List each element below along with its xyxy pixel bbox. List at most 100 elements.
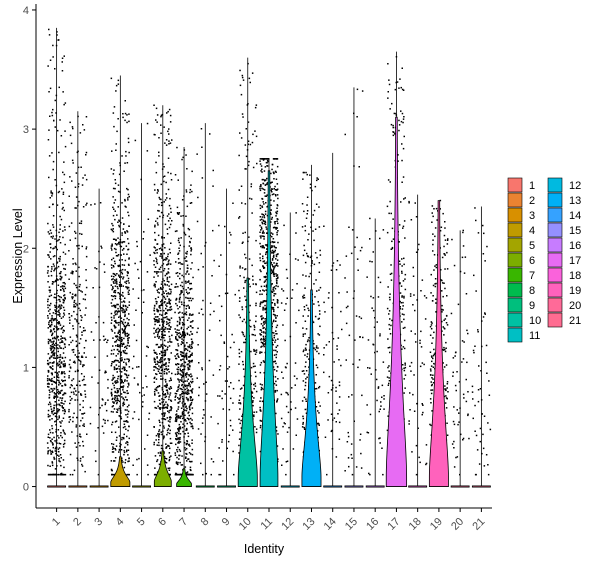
data-point bbox=[266, 165, 268, 167]
data-point bbox=[121, 217, 124, 219]
data-point bbox=[163, 364, 165, 366]
data-point bbox=[163, 296, 166, 299]
data-point bbox=[264, 184, 267, 186]
data-point bbox=[177, 213, 180, 215]
data-point bbox=[249, 197, 251, 200]
data-point bbox=[48, 233, 51, 235]
data-point bbox=[230, 382, 232, 384]
data-point bbox=[112, 397, 114, 400]
data-point bbox=[118, 219, 120, 221]
data-point bbox=[403, 369, 406, 372]
data-point bbox=[110, 349, 113, 352]
data-point bbox=[181, 290, 183, 292]
data-point bbox=[255, 339, 257, 342]
data-point bbox=[301, 370, 304, 372]
data-point bbox=[57, 328, 60, 330]
data-point bbox=[54, 357, 56, 359]
data-point bbox=[158, 268, 161, 270]
data-point bbox=[111, 319, 113, 321]
data-point bbox=[164, 247, 166, 249]
data-point bbox=[305, 343, 307, 346]
data-point bbox=[165, 362, 167, 364]
data-point bbox=[76, 457, 78, 459]
data-point bbox=[175, 395, 177, 397]
data-point bbox=[190, 373, 192, 375]
data-point bbox=[160, 309, 162, 312]
data-point bbox=[181, 370, 183, 372]
data-point bbox=[186, 333, 189, 336]
data-point bbox=[118, 224, 120, 227]
data-point bbox=[103, 339, 105, 341]
data-point bbox=[259, 426, 262, 429]
data-point bbox=[49, 320, 51, 322]
data-point bbox=[177, 429, 180, 431]
data-point bbox=[142, 301, 145, 303]
data-point bbox=[123, 367, 125, 370]
data-point bbox=[113, 376, 116, 379]
data-point bbox=[128, 264, 130, 266]
data-point bbox=[308, 337, 310, 339]
data-point bbox=[57, 473, 60, 476]
data-point bbox=[182, 339, 185, 341]
data-point bbox=[275, 384, 278, 386]
data-point bbox=[184, 348, 187, 350]
data-point bbox=[71, 379, 73, 382]
data-point bbox=[56, 204, 59, 206]
data-point bbox=[185, 391, 187, 393]
data-point bbox=[124, 198, 126, 201]
data-point bbox=[126, 121, 128, 124]
data-point bbox=[270, 213, 272, 215]
data-point bbox=[162, 329, 165, 332]
data-point bbox=[51, 193, 54, 195]
data-point bbox=[242, 333, 245, 336]
data-point bbox=[122, 285, 124, 287]
data-point bbox=[59, 341, 61, 344]
data-point bbox=[281, 288, 283, 290]
data-point bbox=[159, 424, 161, 427]
data-point bbox=[154, 376, 156, 379]
data-point bbox=[75, 345, 78, 348]
data-point bbox=[396, 81, 399, 83]
data-point bbox=[62, 301, 65, 304]
data-point bbox=[60, 271, 62, 273]
data-point bbox=[58, 309, 60, 312]
data-point bbox=[154, 316, 157, 318]
data-point bbox=[121, 385, 123, 388]
data-point bbox=[120, 354, 122, 356]
data-point bbox=[303, 396, 306, 399]
data-point bbox=[261, 213, 263, 215]
data-point bbox=[69, 366, 72, 368]
data-point bbox=[136, 245, 138, 248]
data-point bbox=[184, 349, 186, 351]
data-point bbox=[47, 416, 50, 418]
data-point bbox=[187, 458, 190, 460]
data-point bbox=[85, 116, 88, 118]
data-point bbox=[186, 440, 188, 442]
data-point bbox=[404, 362, 406, 364]
data-point bbox=[127, 197, 129, 199]
data-point bbox=[113, 260, 116, 263]
data-point bbox=[286, 392, 289, 394]
data-point bbox=[404, 364, 406, 366]
data-point bbox=[163, 370, 166, 373]
data-point bbox=[125, 450, 128, 453]
data-point bbox=[314, 296, 316, 298]
data-point bbox=[388, 296, 391, 299]
data-point bbox=[158, 365, 160, 367]
data-point bbox=[111, 395, 113, 397]
data-point bbox=[115, 439, 118, 441]
data-point bbox=[381, 384, 384, 387]
data-point bbox=[314, 388, 316, 390]
data-point bbox=[167, 157, 170, 159]
data-point bbox=[155, 434, 158, 437]
data-point bbox=[53, 409, 55, 411]
data-point bbox=[162, 425, 165, 427]
data-point bbox=[233, 341, 235, 344]
data-point bbox=[190, 360, 193, 362]
data-point bbox=[156, 121, 158, 123]
data-point bbox=[263, 320, 265, 323]
data-point bbox=[63, 209, 65, 212]
data-point bbox=[162, 394, 165, 396]
data-point bbox=[162, 407, 164, 409]
data-point bbox=[166, 318, 169, 320]
